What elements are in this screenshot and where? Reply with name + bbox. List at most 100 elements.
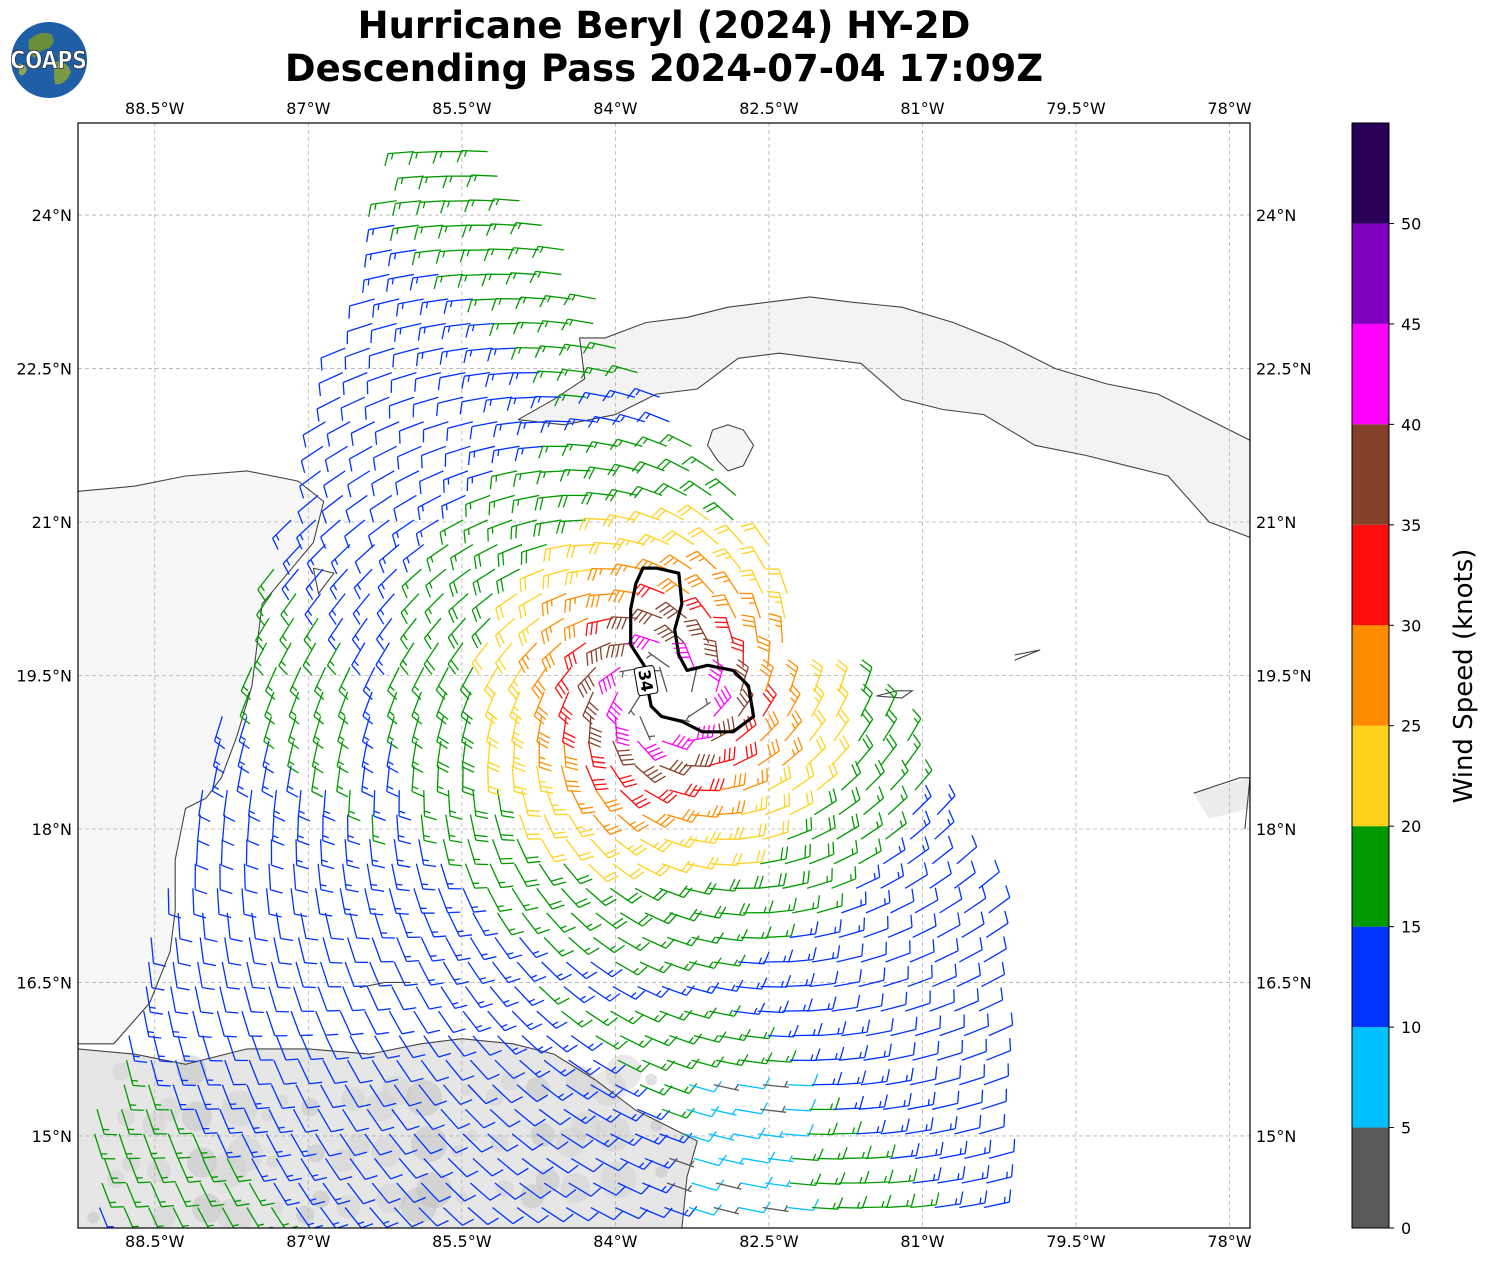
wind-barb — [216, 1133, 241, 1159]
wind-barb — [372, 298, 400, 318]
wind-barb — [634, 887, 668, 902]
wind-barb — [462, 1010, 492, 1033]
wind-barb — [760, 1105, 787, 1113]
wind-barb — [634, 558, 668, 572]
wind-barb — [442, 839, 463, 867]
wind-barb — [221, 1207, 248, 1228]
wind-barb — [223, 790, 236, 823]
wind-barb — [345, 494, 368, 523]
wind-barb — [364, 888, 384, 916]
wind-barb — [936, 912, 961, 938]
wind-barb — [435, 667, 449, 700]
wind-barb — [494, 1059, 526, 1080]
lat-tick-label-right: 24°N — [1256, 206, 1296, 225]
wind-barb — [666, 808, 700, 824]
wind-barb — [564, 568, 594, 586]
wind-barb — [413, 1010, 441, 1034]
wind-barb — [654, 666, 668, 693]
wind-barb — [865, 889, 891, 914]
wind-barb — [254, 617, 270, 651]
wind-barb — [391, 519, 415, 548]
wind-barb — [302, 421, 326, 448]
wind-barb — [346, 322, 373, 345]
axis-ticks: 88.5°W 88.5°W 87°W 87°W 85.5°W 85.5°W 84°W 84°W… — [16, 99, 1311, 1251]
wind-barb — [493, 421, 523, 438]
wind-barb — [954, 860, 976, 889]
wind-barb — [735, 1102, 768, 1115]
wind-barb — [445, 1182, 477, 1202]
wind-barb — [437, 888, 461, 914]
wind-barb — [858, 708, 874, 742]
wind-barb — [664, 1083, 698, 1095]
wind-barb — [243, 863, 258, 894]
wind-barb — [691, 1056, 725, 1068]
wind-barb — [534, 345, 567, 358]
wind-barb — [688, 1081, 722, 1093]
lat-tick-label-right: 16.5°N — [1256, 973, 1312, 992]
wind-barb — [577, 666, 597, 698]
wind-barb — [646, 651, 670, 668]
wind-barb — [418, 961, 444, 986]
wind-barb — [742, 768, 769, 791]
wind-barb — [393, 1207, 424, 1228]
wind-barb — [170, 1109, 193, 1135]
wind-barb — [483, 248, 515, 262]
wind-barb — [148, 1084, 169, 1111]
wind-barb — [447, 1157, 479, 1178]
wind-barb — [361, 765, 374, 798]
wind-barb — [811, 815, 836, 840]
wind-barb — [466, 470, 493, 492]
wind-barb — [767, 765, 792, 791]
wind-barb — [639, 716, 656, 741]
colorbar-bin — [1352, 123, 1389, 224]
wind-barb — [587, 740, 607, 769]
wind-barb — [836, 943, 864, 963]
wind-barb — [516, 421, 547, 436]
wind-barb — [248, 1182, 275, 1207]
wind-barb — [389, 224, 419, 242]
wind-barb — [538, 986, 570, 1005]
wind-barb — [858, 967, 886, 988]
wind-barb — [816, 1146, 848, 1160]
wind-barb — [914, 1015, 942, 1037]
wind-barb — [147, 961, 165, 991]
wind-barb — [702, 501, 734, 521]
wind-barb — [424, 593, 444, 624]
wind-barb — [546, 912, 576, 933]
wind-barb — [607, 589, 641, 603]
wind-barb — [543, 543, 572, 563]
lat-tick-label-left: 18°N — [32, 820, 72, 839]
wind-barb — [436, 396, 464, 416]
wind-barb — [865, 1144, 896, 1160]
wind-barb — [693, 905, 727, 919]
wind-barb — [757, 1130, 784, 1138]
wind-barb — [374, 1035, 401, 1059]
wind-barb — [342, 863, 359, 893]
wind-barb — [937, 1166, 966, 1184]
wind-barb — [411, 667, 425, 700]
terrain-shade — [530, 1122, 555, 1147]
wind-barb — [614, 838, 647, 856]
wind-barb — [595, 1035, 629, 1050]
wind-barb — [963, 885, 987, 914]
wind-barb — [536, 765, 554, 794]
wind-barb — [257, 568, 275, 601]
wind-barb — [447, 912, 473, 937]
wind-barb — [221, 814, 235, 847]
wind-barb — [614, 716, 630, 747]
wind-barb — [731, 636, 745, 668]
wind-barb — [369, 1207, 399, 1228]
wind-barb — [518, 814, 542, 840]
wind-barb — [541, 838, 568, 863]
wind-barb — [302, 642, 317, 676]
wind-barb — [366, 224, 395, 243]
wind-barb — [595, 789, 623, 813]
wind-barb — [469, 937, 497, 961]
wind-barb — [471, 617, 491, 649]
wind-barb — [96, 1109, 117, 1136]
wind-barb — [910, 1192, 940, 1209]
wind-barb — [704, 478, 737, 496]
wind-barb — [907, 708, 922, 742]
map-border — [77, 122, 1251, 1229]
wind-barb — [420, 1182, 451, 1203]
